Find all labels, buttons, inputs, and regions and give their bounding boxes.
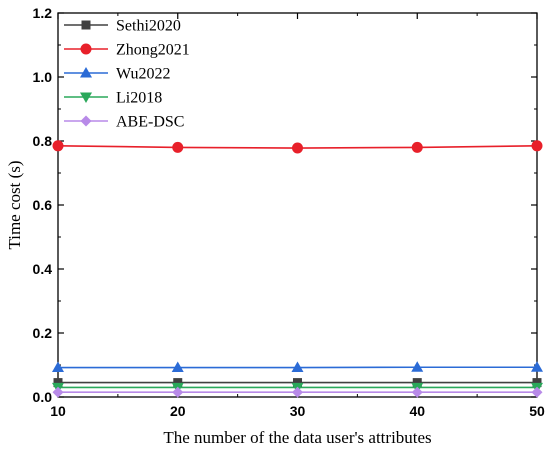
data-point xyxy=(173,378,183,388)
data-point xyxy=(531,140,543,152)
legend-marker xyxy=(80,43,92,55)
y-axis-title: Time cost (s) xyxy=(5,160,24,249)
legend-marker xyxy=(80,115,92,127)
legend-marker xyxy=(81,20,91,30)
series-wu2022 xyxy=(52,361,543,373)
legend-marker xyxy=(80,67,92,78)
legend-label: Wu2022 xyxy=(116,66,170,83)
y-tick-label: 0.6 xyxy=(33,197,53,213)
legend-item: ABE-DSC xyxy=(64,114,184,131)
legend-marker xyxy=(80,92,92,103)
data-point xyxy=(52,386,64,398)
data-point xyxy=(52,140,64,152)
legend-item: Sethi2020 xyxy=(64,18,181,35)
data-point xyxy=(171,361,184,373)
data-point xyxy=(411,141,423,153)
series-layer xyxy=(52,140,543,398)
data-point xyxy=(293,378,302,388)
y-tick-label: 0.2 xyxy=(33,325,53,341)
legend: Sethi2020 Zhong2021 Wu2022 Li2018 ABE-DSC xyxy=(64,18,190,131)
y-tick-label: 1.0 xyxy=(33,69,53,85)
y-tick-label: 0.4 xyxy=(33,261,53,277)
data-point xyxy=(52,361,64,373)
legend-item: Wu2022 xyxy=(64,66,170,83)
x-tick-label: 40 xyxy=(409,403,425,419)
data-point xyxy=(292,386,303,398)
data-point xyxy=(172,141,184,153)
data-point xyxy=(411,386,423,398)
data-point xyxy=(53,378,63,388)
data-point xyxy=(291,361,304,373)
legend-item: Li2018 xyxy=(64,90,162,107)
legend-label: Zhong2021 xyxy=(116,42,190,59)
data-point xyxy=(172,386,184,398)
legend-label: Li2018 xyxy=(116,90,162,107)
x-tick-label: 20 xyxy=(170,403,186,419)
series-abe-dsc xyxy=(52,386,543,398)
legend-item: Zhong2021 xyxy=(64,42,190,59)
data-point xyxy=(531,361,543,372)
data-point xyxy=(531,386,543,398)
axes: 10 20 30 40 50 0.0 0.2 0.4 0.6 0.8 1.0 1.2 xyxy=(33,5,545,419)
y-tick-label: 0.8 xyxy=(33,133,53,149)
x-axis-title: The number of the data user's attributes xyxy=(163,428,431,447)
data-point xyxy=(532,378,542,388)
y-tick-label: 1.2 xyxy=(33,5,53,21)
data-point xyxy=(412,378,422,388)
series-sethi2020 xyxy=(53,378,542,388)
series-zhong2021 xyxy=(52,140,543,154)
data-point xyxy=(411,361,424,372)
x-tick-label: 10 xyxy=(50,403,66,419)
legend-label: Sethi2020 xyxy=(116,18,181,35)
data-point xyxy=(292,142,303,154)
x-tick-label: 30 xyxy=(290,403,306,419)
x-tick-label: 50 xyxy=(529,403,545,419)
y-tick-label: 0.0 xyxy=(33,389,53,405)
legend-label: ABE-DSC xyxy=(116,114,184,131)
